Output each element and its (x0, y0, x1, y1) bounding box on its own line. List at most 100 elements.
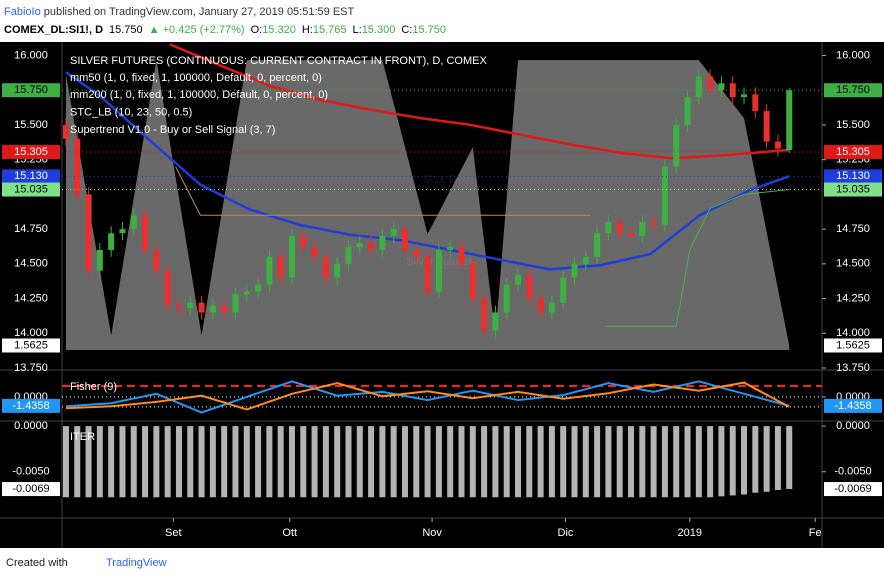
candle-body (594, 233, 601, 257)
y-tick-label: 14.250 (14, 292, 48, 304)
candle-body (695, 76, 702, 98)
ohlc-label: O: (251, 24, 263, 36)
price-label: 15.750 (836, 84, 870, 96)
y-tick-label: 16.000 (836, 49, 870, 61)
legend-entry: mm200 (1, 0, fixed, 1, 100000, Default, … (70, 89, 328, 101)
candle-body (752, 94, 759, 112)
candle-body (424, 256, 431, 292)
indicator-line (605, 189, 790, 327)
candle-body (130, 215, 137, 230)
iter-bar (616, 426, 623, 498)
author: FabioIo (4, 6, 41, 18)
candle-body (729, 83, 736, 98)
ohlc-value: 15.750 (412, 24, 446, 36)
iter-bar (232, 426, 239, 498)
y-tick-label: 0.0000 (836, 420, 870, 432)
price-label-box (2, 182, 60, 197)
price-label: 15.750 (14, 84, 48, 96)
candle-body (571, 263, 578, 278)
price-label: 15.130 (836, 170, 870, 182)
stc-area (65, 60, 790, 351)
candle-body (266, 256, 273, 285)
candle-body (503, 284, 510, 313)
y-tick-label: 13.750 (14, 362, 48, 374)
iter-bar (187, 426, 194, 498)
iter-bar (661, 426, 668, 498)
iter-bar (96, 426, 103, 498)
published: published on TradingView.com, January 27… (41, 6, 355, 18)
iter-bar (390, 426, 397, 498)
x-tick-label: Ott (282, 527, 297, 539)
ohlc-label: L: (353, 24, 362, 36)
y-tick-label: -0.0050 (834, 466, 871, 478)
candle-body (628, 233, 635, 237)
iter-bar (447, 426, 454, 498)
candle-body (74, 138, 81, 195)
candle-body (119, 229, 126, 234)
price-label: -0.0069 (12, 483, 49, 495)
iter-bar (379, 426, 386, 498)
footer-brand[interactable]: TradingView (106, 557, 167, 569)
candle-body (96, 249, 103, 271)
candle-body (334, 263, 341, 278)
iter-bar (481, 426, 488, 498)
y-tick-label: 13.750 (836, 362, 870, 374)
legend-entry: STC_LB (10, 23, 50, 0.5) (70, 107, 192, 119)
price-label-box (2, 482, 60, 497)
iter-bar (300, 426, 307, 498)
candle-body (763, 111, 770, 142)
price-label-box (824, 83, 882, 98)
iter-bar (548, 426, 555, 498)
iter-bar (62, 426, 69, 498)
iter-bar (266, 426, 273, 498)
candle-body (537, 298, 544, 313)
candle-body (548, 302, 555, 313)
candle-body (684, 97, 691, 125)
iter-bar (413, 426, 420, 498)
y-tick-label: 14.500 (836, 258, 870, 270)
iter-bar (650, 426, 657, 498)
price-label-box (2, 83, 60, 98)
price-label: 15.035 (836, 183, 870, 195)
price-label-box (824, 398, 882, 413)
iter-bar (684, 426, 691, 498)
iter-bar (571, 426, 578, 498)
candle-body (673, 124, 680, 167)
indicator-line (169, 43, 790, 160)
candle-body (605, 222, 612, 234)
iter-bar (85, 426, 92, 498)
candle-body (741, 94, 748, 98)
iter-bar (515, 426, 521, 498)
iter-bar (243, 426, 250, 498)
iter-bar (368, 426, 375, 498)
candle-body (447, 247, 454, 250)
pane-title: Fisher (9) (70, 381, 117, 393)
iter-bar (560, 426, 567, 498)
price-label-box (824, 482, 882, 497)
x-tick-label: Set (165, 527, 182, 539)
candle-body (288, 236, 295, 278)
candle-body (650, 222, 657, 225)
candle-body (175, 305, 182, 309)
iter-bar (153, 426, 160, 498)
iter-bar (492, 426, 499, 498)
iter-bar (108, 426, 115, 498)
candle-body (458, 247, 465, 264)
iter-bar (605, 426, 612, 498)
y-tick-label: 16.000 (14, 49, 48, 61)
candle-body (255, 284, 262, 292)
candle-body (356, 243, 363, 248)
candle-body (413, 249, 420, 257)
iter-bar (277, 426, 284, 498)
last: 15.750 (109, 24, 143, 36)
candle-body (300, 236, 307, 248)
iter-bar (198, 426, 205, 498)
iter-bar (786, 426, 793, 490)
price-label-box (2, 145, 60, 160)
candle-body (492, 312, 499, 331)
iter-bar (469, 426, 476, 498)
price-label-box (2, 338, 60, 353)
iter-bar (718, 426, 725, 497)
price-label: 15.035 (14, 183, 48, 195)
